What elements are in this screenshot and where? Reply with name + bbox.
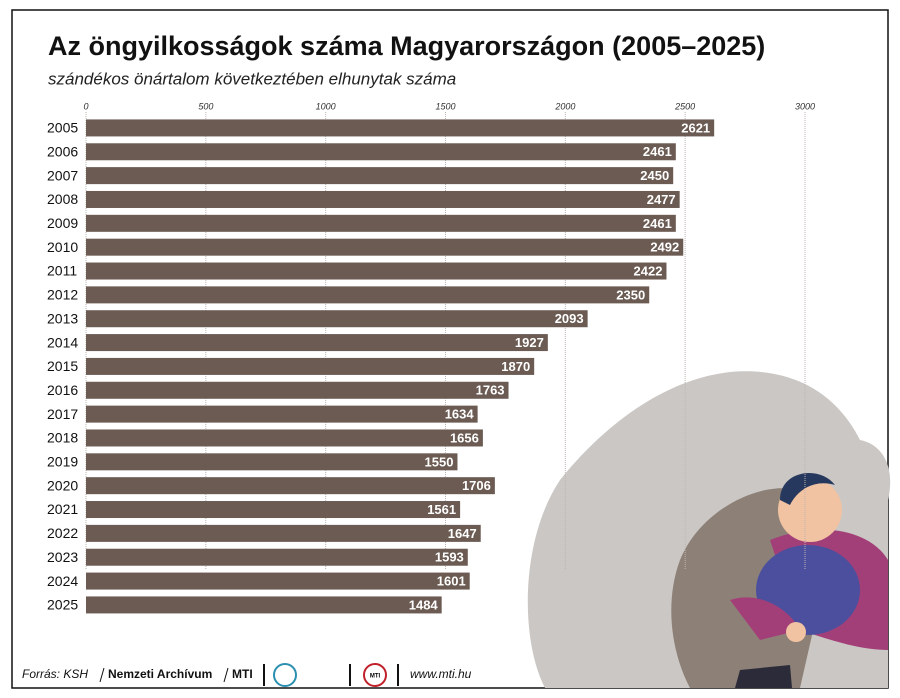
y-tick-label: 2011 xyxy=(47,263,77,279)
y-tick-label: 2014 xyxy=(47,334,78,350)
hair xyxy=(780,473,835,505)
value-label: 2350 xyxy=(616,287,645,302)
value-label: 1927 xyxy=(515,335,544,350)
bar xyxy=(86,548,468,566)
x-tick-label: 3000 xyxy=(795,101,815,111)
y-tick-label: 2016 xyxy=(47,382,78,398)
value-label: 2450 xyxy=(640,168,669,183)
value-label: 1601 xyxy=(437,574,466,589)
x-tick-label: 0 xyxy=(83,101,88,111)
bar xyxy=(86,214,676,232)
value-label: 2492 xyxy=(650,240,679,255)
bar xyxy=(86,286,650,304)
y-tick-label: 2025 xyxy=(47,597,78,613)
y-tick-label: 2022 xyxy=(47,525,78,541)
bar xyxy=(86,238,684,256)
bar xyxy=(86,143,676,161)
arm xyxy=(730,597,800,640)
y-tick-label: 2017 xyxy=(47,406,78,422)
y-tick-label: 2023 xyxy=(47,549,78,565)
y-tick-label: 2015 xyxy=(47,358,78,374)
y-tick-label: 2009 xyxy=(47,215,78,231)
x-tick-label: 2000 xyxy=(554,101,575,111)
value-label: 1647 xyxy=(448,526,477,541)
bar xyxy=(86,429,483,447)
chart-title: Az öngyilkosságok száma Magyarországon (… xyxy=(48,31,765,61)
y-tick-label: 2012 xyxy=(47,287,78,303)
x-tick-label: 1000 xyxy=(316,101,336,111)
value-label: 1763 xyxy=(476,383,505,398)
y-tick-label: 2013 xyxy=(47,310,78,326)
y-tick-label: 2019 xyxy=(47,454,78,470)
value-label: 2461 xyxy=(643,144,672,159)
y-tick-label: 2010 xyxy=(47,239,78,255)
y-tick-label: 2005 xyxy=(47,120,78,136)
chart-subtitle: szándékos önártalom következtében elhuny… xyxy=(48,69,456,88)
value-label: 1706 xyxy=(462,478,491,493)
footer-source: Forrás: KSH xyxy=(22,667,88,681)
value-label: 1870 xyxy=(501,359,530,374)
y-tick-label: 2006 xyxy=(47,143,78,159)
value-label: 1561 xyxy=(427,502,456,517)
bar xyxy=(86,524,481,542)
bar xyxy=(86,453,458,471)
y-tick-label: 2020 xyxy=(47,477,78,493)
bar xyxy=(86,190,680,208)
frame xyxy=(11,9,889,689)
value-label: 1550 xyxy=(425,454,454,469)
y-tick-label: 2021 xyxy=(47,501,78,517)
bar xyxy=(86,572,470,590)
value-label: 1656 xyxy=(450,430,479,445)
mti-logo xyxy=(363,663,387,687)
value-label: 1593 xyxy=(435,550,464,565)
hands xyxy=(786,622,806,642)
illustration xyxy=(527,371,891,688)
bar xyxy=(86,357,535,375)
bar xyxy=(86,334,548,352)
value-label: 2093 xyxy=(555,311,584,326)
y-tick-label: 2018 xyxy=(47,430,78,446)
duna-logo xyxy=(273,663,297,687)
separator xyxy=(223,667,229,683)
value-label: 1634 xyxy=(445,407,475,422)
bar xyxy=(86,596,442,614)
x-tick-label: 1500 xyxy=(435,101,455,111)
separator xyxy=(99,667,105,683)
value-label: 2422 xyxy=(634,263,663,278)
mti-logo-text: MTI xyxy=(370,674,381,680)
value-label: 2621 xyxy=(681,120,710,135)
value-label: 2477 xyxy=(647,192,676,207)
bar xyxy=(86,119,715,137)
footer-archive: Nemzeti Archívum xyxy=(108,667,212,681)
bar xyxy=(86,381,509,399)
y-tick-label: 2007 xyxy=(47,167,78,183)
bar xyxy=(86,501,461,519)
bar xyxy=(86,310,588,328)
value-label: 2461 xyxy=(643,216,672,231)
bar xyxy=(86,477,495,495)
bar xyxy=(86,405,478,423)
y-tick-label: 2024 xyxy=(47,573,78,589)
bar xyxy=(86,167,674,185)
x-tick-label: 2500 xyxy=(674,101,695,111)
x-tick-label: 500 xyxy=(198,101,213,111)
bar xyxy=(86,262,667,280)
footer-website: www.mti.hu xyxy=(410,667,472,681)
footer-agency: MTI xyxy=(232,667,253,681)
shoes xyxy=(735,665,792,688)
value-label: 1484 xyxy=(409,597,439,612)
y-tick-label: 2008 xyxy=(47,191,78,207)
